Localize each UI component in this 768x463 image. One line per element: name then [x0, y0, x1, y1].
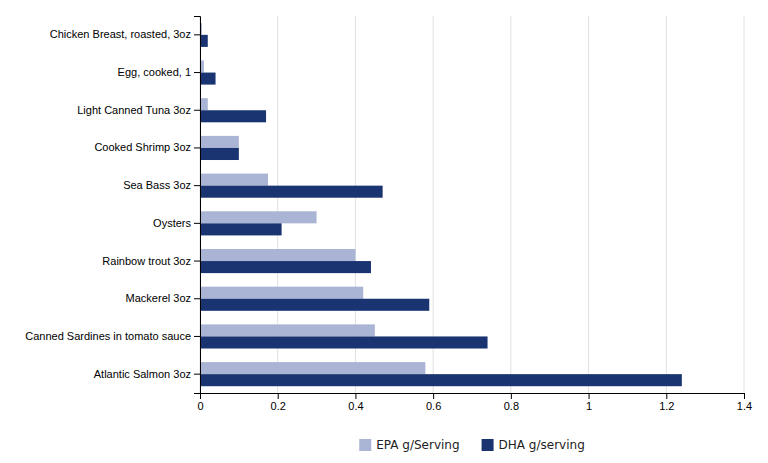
tick-label: 1 [586, 400, 592, 412]
tick-label: 1.2 [659, 400, 674, 412]
tick-mark [511, 393, 512, 399]
tick: Oysters [153, 217, 200, 229]
bar [200, 287, 363, 299]
legend-item: DHA g/serving [482, 438, 585, 452]
tick-label: Chicken Breast, roasted, 3oz [50, 28, 191, 40]
bar [200, 211, 317, 223]
plot-area: 0 0.2 0.4 0.6 0.8 1 1.2 1.4 Atlantic Salmon 3oz C… [25, 16, 752, 412]
tick-label: Oysters [153, 217, 191, 229]
bar [200, 249, 355, 261]
tick-label: 0.2 [271, 400, 286, 412]
tick: 0.4 [348, 393, 363, 412]
axis-line [201, 394, 745, 400]
tick: Canned Sardines in tomato sauce [25, 330, 200, 342]
tick-mark [744, 393, 745, 399]
tick-mark [194, 336, 200, 337]
bar [200, 362, 425, 374]
legend-swatch [482, 439, 494, 451]
tick-mark [194, 34, 200, 35]
tick-label: Egg, cooked, 1 [118, 66, 191, 78]
tick-label: Canned Sardines in tomato sauce [25, 330, 191, 342]
tick: 0 [197, 393, 203, 412]
bar [200, 110, 266, 122]
legend: EPA g/Serving DHA g/serving [359, 438, 585, 452]
tick-mark [194, 374, 200, 375]
tick-label: Sea Bass 3oz [123, 179, 191, 191]
bar [200, 336, 488, 348]
bar [200, 374, 682, 386]
x-axis: 0 0.2 0.4 0.6 0.8 1 1.2 1.4 [197, 393, 752, 412]
tick-mark [194, 110, 200, 111]
bar [200, 324, 375, 336]
tick-label: Light Canned Tuna 3oz [77, 104, 191, 116]
tick-mark [433, 393, 434, 399]
tick: 0.8 [504, 393, 519, 412]
grid-line [744, 16, 745, 393]
bar [200, 98, 208, 110]
tick-mark [589, 393, 590, 399]
tick: Light Canned Tuna 3oz [77, 104, 200, 116]
tick: 1 [586, 393, 592, 412]
tick: 0.6 [426, 393, 441, 412]
grid-line [588, 16, 589, 393]
tick: Cooked Shrimp 3oz [94, 141, 200, 153]
tick-mark [194, 261, 200, 262]
bar [200, 148, 239, 160]
bar [200, 186, 383, 198]
bars [200, 23, 682, 386]
bar [200, 261, 371, 273]
grid-line [666, 16, 667, 393]
axis-line [194, 17, 201, 394]
grid-line [510, 16, 511, 393]
tick-mark [278, 393, 279, 399]
bar [200, 35, 208, 47]
tick: Rainbow trout 3oz [102, 255, 200, 267]
tick-label: Cooked Shrimp 3oz [94, 141, 191, 153]
tick-label: 0.4 [348, 400, 363, 412]
tick-label: 0 [197, 400, 203, 412]
bar [200, 299, 429, 311]
series [200, 35, 682, 386]
tick-mark [194, 147, 200, 148]
legend-label: EPA g/Serving [376, 438, 459, 452]
bar [200, 223, 282, 235]
tick-label: 0.6 [426, 400, 441, 412]
series [200, 23, 425, 374]
tick-mark [666, 393, 667, 399]
chart: 0 0.2 0.4 0.6 0.8 1 1.2 1.4 Atlantic Salmon 3oz C… [0, 0, 768, 463]
tick-label: Atlantic Salmon 3oz [94, 368, 191, 380]
tick-label: Rainbow trout 3oz [102, 255, 191, 267]
bar [200, 136, 239, 148]
tick-mark [194, 185, 200, 186]
legend-swatch [359, 439, 371, 451]
tick: Sea Bass 3oz [123, 179, 200, 191]
tick: Mackerel 3oz [126, 292, 200, 304]
tick-mark [194, 72, 200, 73]
tick-mark [194, 223, 200, 224]
grid [200, 16, 744, 393]
tick: Atlantic Salmon 3oz [94, 368, 200, 380]
bar [200, 174, 268, 186]
tick: Egg, cooked, 1 [118, 66, 200, 78]
tick: 0.2 [271, 393, 286, 412]
tick: 1.2 [659, 393, 674, 412]
y-axis: Atlantic Salmon 3oz Canned Sardines in to… [25, 17, 200, 394]
legend-label: DHA g/serving [499, 438, 585, 452]
tick-label: 0.8 [504, 400, 519, 412]
tick: Chicken Breast, roasted, 3oz [50, 28, 200, 40]
tick-label: 1.4 [737, 400, 752, 412]
tick-mark [355, 393, 356, 399]
tick-label: Mackerel 3oz [126, 292, 191, 304]
legend-item: EPA g/Serving [359, 438, 459, 452]
tick: 1.4 [737, 393, 752, 412]
bar [200, 73, 216, 85]
tick-mark [194, 298, 200, 299]
